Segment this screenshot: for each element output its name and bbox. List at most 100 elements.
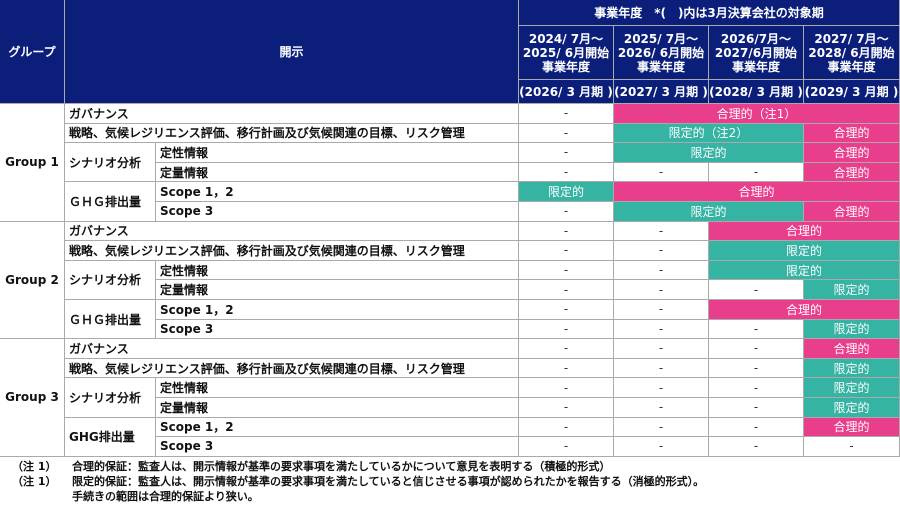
year-subheader-3: (2028/ 3 月期 ) bbox=[709, 80, 804, 104]
assurance-cell: - bbox=[614, 339, 709, 359]
assurance-cell: - bbox=[614, 319, 709, 340]
group-label: Group 2 bbox=[0, 221, 65, 340]
note-mark: （注 1） bbox=[12, 475, 57, 488]
row-scenario: シナリオ分析 bbox=[65, 143, 156, 183]
year-subheader-1: (2026/ 3 月期 ) bbox=[519, 80, 614, 104]
assurance-cell: - bbox=[614, 260, 709, 281]
group-label: Group 1 bbox=[0, 104, 65, 222]
assurance-cell: 限定的 bbox=[804, 358, 900, 379]
row-strategy: 戦略、気候レジリエンス評価、移行計画及び気候関連の目標、リスク管理 bbox=[65, 358, 519, 379]
group-header: グループ bbox=[0, 0, 65, 104]
assurance-cell: - bbox=[709, 398, 804, 418]
assurance-cell: 合理的 bbox=[709, 221, 900, 242]
assurance-cell: - bbox=[614, 358, 709, 379]
assurance-cell: 限定的 bbox=[519, 182, 614, 202]
assurance-cell: - bbox=[804, 437, 900, 457]
assurance-cell: - bbox=[709, 358, 804, 379]
assurance-cell: - bbox=[614, 437, 709, 457]
assurance-cell: - bbox=[614, 378, 709, 398]
assurance-cell: - bbox=[519, 162, 614, 183]
assurance-cell: - bbox=[519, 378, 614, 398]
year-header-line: 2026/ 6月開始 bbox=[617, 45, 705, 60]
year-header-line: 2028/ 6月開始 bbox=[808, 45, 895, 60]
assurance-cell: 限定的 bbox=[709, 260, 900, 281]
year-header-line: 2026/7月〜 bbox=[720, 31, 792, 46]
assurance-cell: - bbox=[614, 221, 709, 242]
assurance-cell: - bbox=[519, 260, 614, 281]
assurance-cell: - bbox=[519, 437, 614, 457]
note-line: （注 1） 合理的保証：監査人は、開示情報が基準の要求事項を満たしているかについて… bbox=[12, 460, 610, 474]
assurance-cell: - bbox=[709, 162, 804, 183]
row-ghg: GHG排出量 bbox=[65, 417, 156, 457]
row-strategy: 戦略、気候レジリエンス評価、移行計画及び気候関連の目標、リスク管理 bbox=[65, 241, 519, 261]
row-scenario: シナリオ分析 bbox=[65, 260, 156, 300]
row-qualitative: 定性情報 bbox=[156, 260, 519, 281]
assurance-cell: - bbox=[519, 221, 614, 242]
year-header-line: 2025/ 6月開始 bbox=[522, 45, 610, 60]
assurance-cell: 限定的 bbox=[804, 378, 900, 398]
row-governance: ガバナンス bbox=[65, 339, 519, 359]
year-header-line: 2027/6月開始 bbox=[714, 45, 798, 60]
row-ghg: ＧＨＧ排出量 bbox=[65, 182, 156, 222]
assurance-cell: 合理的 bbox=[804, 339, 900, 359]
assurance-cell: 合理的（注1） bbox=[614, 104, 900, 124]
year-header-1: 2024/ 7月〜 2025/ 6月開始 事業年度 bbox=[519, 26, 614, 80]
assurance-cell: - bbox=[709, 319, 804, 340]
row-scope12: Scope 1，2 bbox=[156, 417, 519, 438]
assurance-cell: 限定的（注2） bbox=[614, 123, 804, 144]
row-governance: ガバナンス bbox=[65, 221, 519, 242]
assurance-cell: 限定的 bbox=[804, 280, 900, 300]
year-header-line: 2025/ 7月〜 bbox=[623, 31, 699, 46]
year-header-line: 事業年度 bbox=[636, 59, 685, 74]
assurance-cell: 合理的 bbox=[804, 123, 900, 144]
assurance-cell: 合理的 bbox=[804, 417, 900, 438]
row-quantitative: 定量情報 bbox=[156, 162, 519, 183]
assurance-cell: 合理的 bbox=[709, 300, 900, 320]
assurance-cell: 限定的 bbox=[804, 398, 900, 418]
assurance-cell: - bbox=[519, 143, 614, 163]
assurance-cell: - bbox=[519, 358, 614, 379]
assurance-cell: - bbox=[614, 280, 709, 300]
assurance-cell: 限定的 bbox=[614, 143, 804, 163]
year-header-line: 2024/ 7月〜 bbox=[528, 31, 604, 46]
assurance-cell: 限定的 bbox=[614, 202, 804, 222]
assurance-cell: - bbox=[614, 241, 709, 261]
assurance-cell: - bbox=[519, 280, 614, 300]
assurance-cell: - bbox=[709, 378, 804, 398]
assurance-cell: 合理的 bbox=[804, 143, 900, 163]
assurance-cell: - bbox=[614, 398, 709, 418]
note-text: 限定的保証：監査人は、開示情報が基準の要求事項を満たしていると信じさせる事項が認… bbox=[72, 475, 705, 488]
year-header-line: 2027/ 7月〜 bbox=[814, 31, 889, 46]
row-scope3: Scope 3 bbox=[156, 319, 519, 340]
row-quantitative: 定量情報 bbox=[156, 398, 519, 418]
year-header-line: 事業年度 bbox=[827, 59, 876, 74]
group-label: Group 3 bbox=[0, 339, 65, 457]
assurance-cell: 限定的 bbox=[804, 319, 900, 340]
row-quantitative: 定量情報 bbox=[156, 280, 519, 300]
assurance-cell: 合理的 bbox=[804, 162, 900, 183]
assurance-cell: 合理的 bbox=[804, 202, 900, 222]
year-header-line: 事業年度 bbox=[731, 59, 780, 74]
assurance-cell: - bbox=[709, 437, 804, 457]
note-text: 手続きの範囲は合理的保証より狭い。 bbox=[72, 490, 259, 503]
assurance-cell: - bbox=[519, 123, 614, 144]
row-scope3: Scope 3 bbox=[156, 202, 519, 222]
assurance-cell: 合理的 bbox=[614, 182, 900, 202]
assurance-cell: 限定的 bbox=[709, 241, 900, 261]
row-ghg: ＧＨＧ排出量 bbox=[65, 300, 156, 340]
row-qualitative: 定性情報 bbox=[156, 378, 519, 398]
note-line: 手続きの範囲は合理的保証より狭い。 bbox=[12, 490, 259, 504]
assurance-cell: - bbox=[519, 398, 614, 418]
row-strategy: 戦略、気候レジリエンス評価、移行計画及び気候関連の目標、リスク管理 bbox=[65, 123, 519, 144]
disclosure-header: 開示 bbox=[65, 0, 519, 104]
row-scenario: シナリオ分析 bbox=[65, 378, 156, 418]
assurance-cell: - bbox=[519, 300, 614, 320]
year-header-line: 事業年度 bbox=[541, 59, 590, 74]
assurance-cell: - bbox=[709, 280, 804, 300]
assurance-cell: - bbox=[709, 339, 804, 359]
assurance-cell: - bbox=[519, 104, 614, 124]
year-subheader-2: (2027/ 3 月期 ) bbox=[614, 80, 709, 104]
assurance-cell: - bbox=[519, 202, 614, 222]
note-text: 合理的保証：監査人は、開示情報が基準の要求事項を満たしているかについて意見を表明… bbox=[72, 460, 611, 473]
assurance-cell: - bbox=[614, 300, 709, 320]
